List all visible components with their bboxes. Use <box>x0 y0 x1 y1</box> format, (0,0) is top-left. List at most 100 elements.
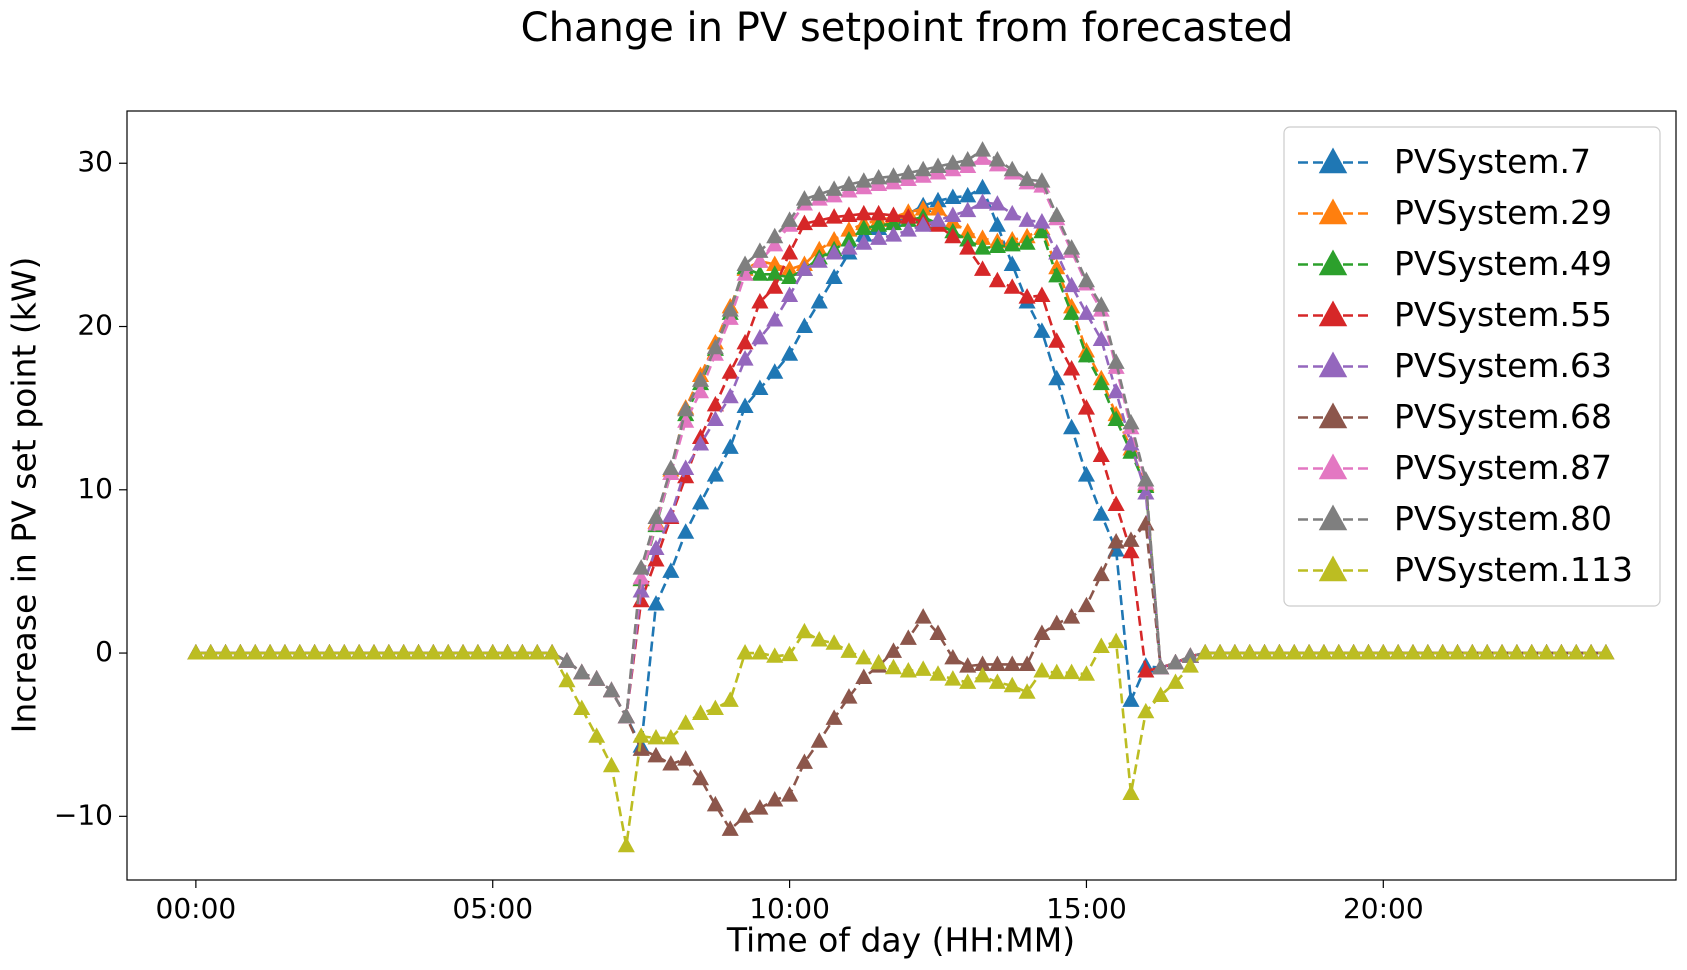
marker <box>855 648 873 665</box>
marker <box>988 195 1006 211</box>
marker <box>632 727 650 743</box>
marker <box>1033 213 1051 229</box>
marker <box>1552 644 1570 660</box>
marker <box>855 219 873 236</box>
marker <box>1107 533 1125 549</box>
marker <box>1003 235 1021 252</box>
marker <box>1107 632 1125 649</box>
marker <box>677 750 695 766</box>
marker <box>469 644 487 660</box>
marker <box>959 222 977 239</box>
marker <box>766 790 784 807</box>
marker <box>781 645 799 662</box>
marker <box>751 252 769 268</box>
marker <box>736 265 754 281</box>
marker <box>1256 644 1274 660</box>
marker <box>706 395 724 412</box>
marker <box>884 214 903 231</box>
marker <box>1523 644 1541 660</box>
marker <box>691 435 710 451</box>
marker <box>484 644 502 660</box>
marker <box>973 193 992 209</box>
marker <box>721 691 739 707</box>
marker <box>1033 172 1051 188</box>
legend-label: PVSystem.29 <box>1394 193 1612 232</box>
marker <box>944 206 962 222</box>
series-line <box>195 148 1606 721</box>
legend-label: PVSystem.63 <box>1394 346 1612 385</box>
marker <box>751 265 769 281</box>
marker <box>973 229 992 245</box>
marker <box>647 728 665 745</box>
marker <box>914 199 932 216</box>
marker <box>1033 286 1051 302</box>
marker <box>632 740 650 756</box>
marker <box>1063 608 1081 624</box>
marker <box>781 268 799 285</box>
marker <box>1077 596 1095 613</box>
marker <box>706 466 724 482</box>
marker <box>795 622 813 639</box>
marker <box>1063 418 1081 435</box>
legend-box <box>1283 126 1661 607</box>
marker <box>1315 644 1333 660</box>
marker <box>647 539 665 556</box>
marker <box>959 657 977 673</box>
marker <box>1434 644 1452 660</box>
marker <box>1196 644 1214 660</box>
marker <box>1003 204 1021 221</box>
marker <box>795 214 813 231</box>
marker <box>855 204 873 221</box>
marker <box>736 644 754 660</box>
legend-marker <box>1318 249 1348 276</box>
marker <box>899 221 917 237</box>
marker <box>855 668 873 685</box>
marker <box>840 230 858 247</box>
marker <box>439 644 457 660</box>
marker <box>825 230 843 247</box>
y-tick-label: 10 <box>77 472 113 505</box>
marker <box>573 699 591 716</box>
marker <box>677 459 695 476</box>
marker <box>1166 673 1185 689</box>
marker <box>380 644 398 660</box>
marker <box>810 293 828 309</box>
marker <box>840 642 858 658</box>
marker <box>691 493 710 510</box>
marker <box>855 172 873 188</box>
marker <box>1077 304 1095 320</box>
marker <box>1137 470 1155 487</box>
marker <box>988 216 1006 232</box>
marker <box>632 568 650 585</box>
marker <box>1077 271 1095 288</box>
legend-marker <box>1318 504 1348 531</box>
marker <box>1152 658 1170 675</box>
marker <box>914 160 932 177</box>
marker <box>899 164 917 180</box>
marker <box>766 265 784 281</box>
marker <box>870 653 888 670</box>
x-tick-label: 05:00 <box>452 892 533 925</box>
marker <box>795 260 813 276</box>
marker <box>217 644 235 660</box>
marker <box>647 746 665 763</box>
marker <box>261 644 279 660</box>
y-tick-label: 20 <box>77 309 113 342</box>
marker <box>810 240 828 257</box>
marker <box>320 644 339 660</box>
marker <box>1270 644 1288 660</box>
marker <box>1092 505 1110 521</box>
marker <box>795 190 813 206</box>
legend-marker <box>1318 147 1348 174</box>
marker <box>884 167 903 183</box>
marker <box>810 732 828 748</box>
legend-label: PVSystem.113 <box>1394 550 1633 589</box>
marker <box>810 185 828 201</box>
marker <box>1077 399 1095 415</box>
marker <box>246 644 264 660</box>
marker <box>929 211 947 227</box>
marker <box>751 293 769 309</box>
marker <box>1211 644 1229 660</box>
